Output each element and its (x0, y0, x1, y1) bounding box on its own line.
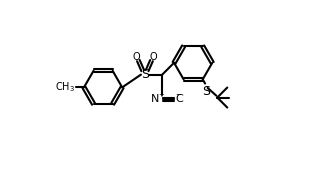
Text: O: O (132, 52, 140, 62)
Text: N: N (151, 94, 160, 104)
Text: S: S (202, 85, 210, 98)
Text: C: C (175, 94, 183, 104)
Text: S: S (141, 68, 149, 81)
Text: O: O (150, 52, 158, 62)
Text: −: − (175, 92, 181, 98)
Text: CH$_3$: CH$_3$ (55, 80, 75, 94)
Text: +: + (159, 92, 165, 98)
